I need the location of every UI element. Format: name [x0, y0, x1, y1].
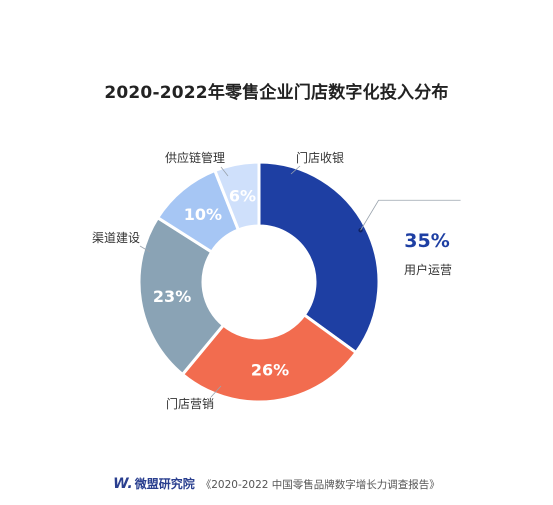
slice-2: [180, 312, 359, 404]
slice-5-leader-line: [290, 165, 301, 175]
slice-1-category-label: 用户运营: [404, 262, 452, 277]
slice-2-value-label: 26%: [251, 360, 289, 379]
callout-dot: [358, 228, 363, 233]
report-source: 《2020-2022 中国零售品牌数字增长力调查报告》: [200, 479, 440, 491]
slice-4-leader-line: [220, 166, 229, 177]
slice-1: [257, 160, 381, 355]
slice-4-value-label: 10%: [184, 205, 222, 224]
slice-3-category-label: 渠道建设: [92, 231, 140, 245]
footer-source: W. 微盟研究院 《2020-2022 中国零售品牌数字增长力调查报告》: [0, 475, 553, 492]
slice-1-value-label: 35%: [404, 230, 449, 252]
slice-4-category-label: 供应链管理: [165, 150, 225, 165]
callout-leader-line: [360, 199, 461, 231]
slice-3: [137, 215, 226, 377]
weimob-logo-icon: W.: [113, 476, 133, 492]
slice-3-leader-line: [139, 245, 151, 253]
slice-5-value-label: 6%: [229, 187, 256, 206]
chart-title: 2020-2022年零售企业门店数字化投入分布: [104, 83, 449, 103]
brand-name: 微盟研究院: [134, 477, 195, 491]
slice-2-leader-line: [210, 385, 222, 398]
slice-5: [212, 160, 261, 232]
slice-2-category-label: 门店营销: [166, 396, 214, 411]
slice-3-value-label: 23%: [153, 287, 191, 306]
slice-5-category-label: 门店收银: [296, 150, 344, 165]
